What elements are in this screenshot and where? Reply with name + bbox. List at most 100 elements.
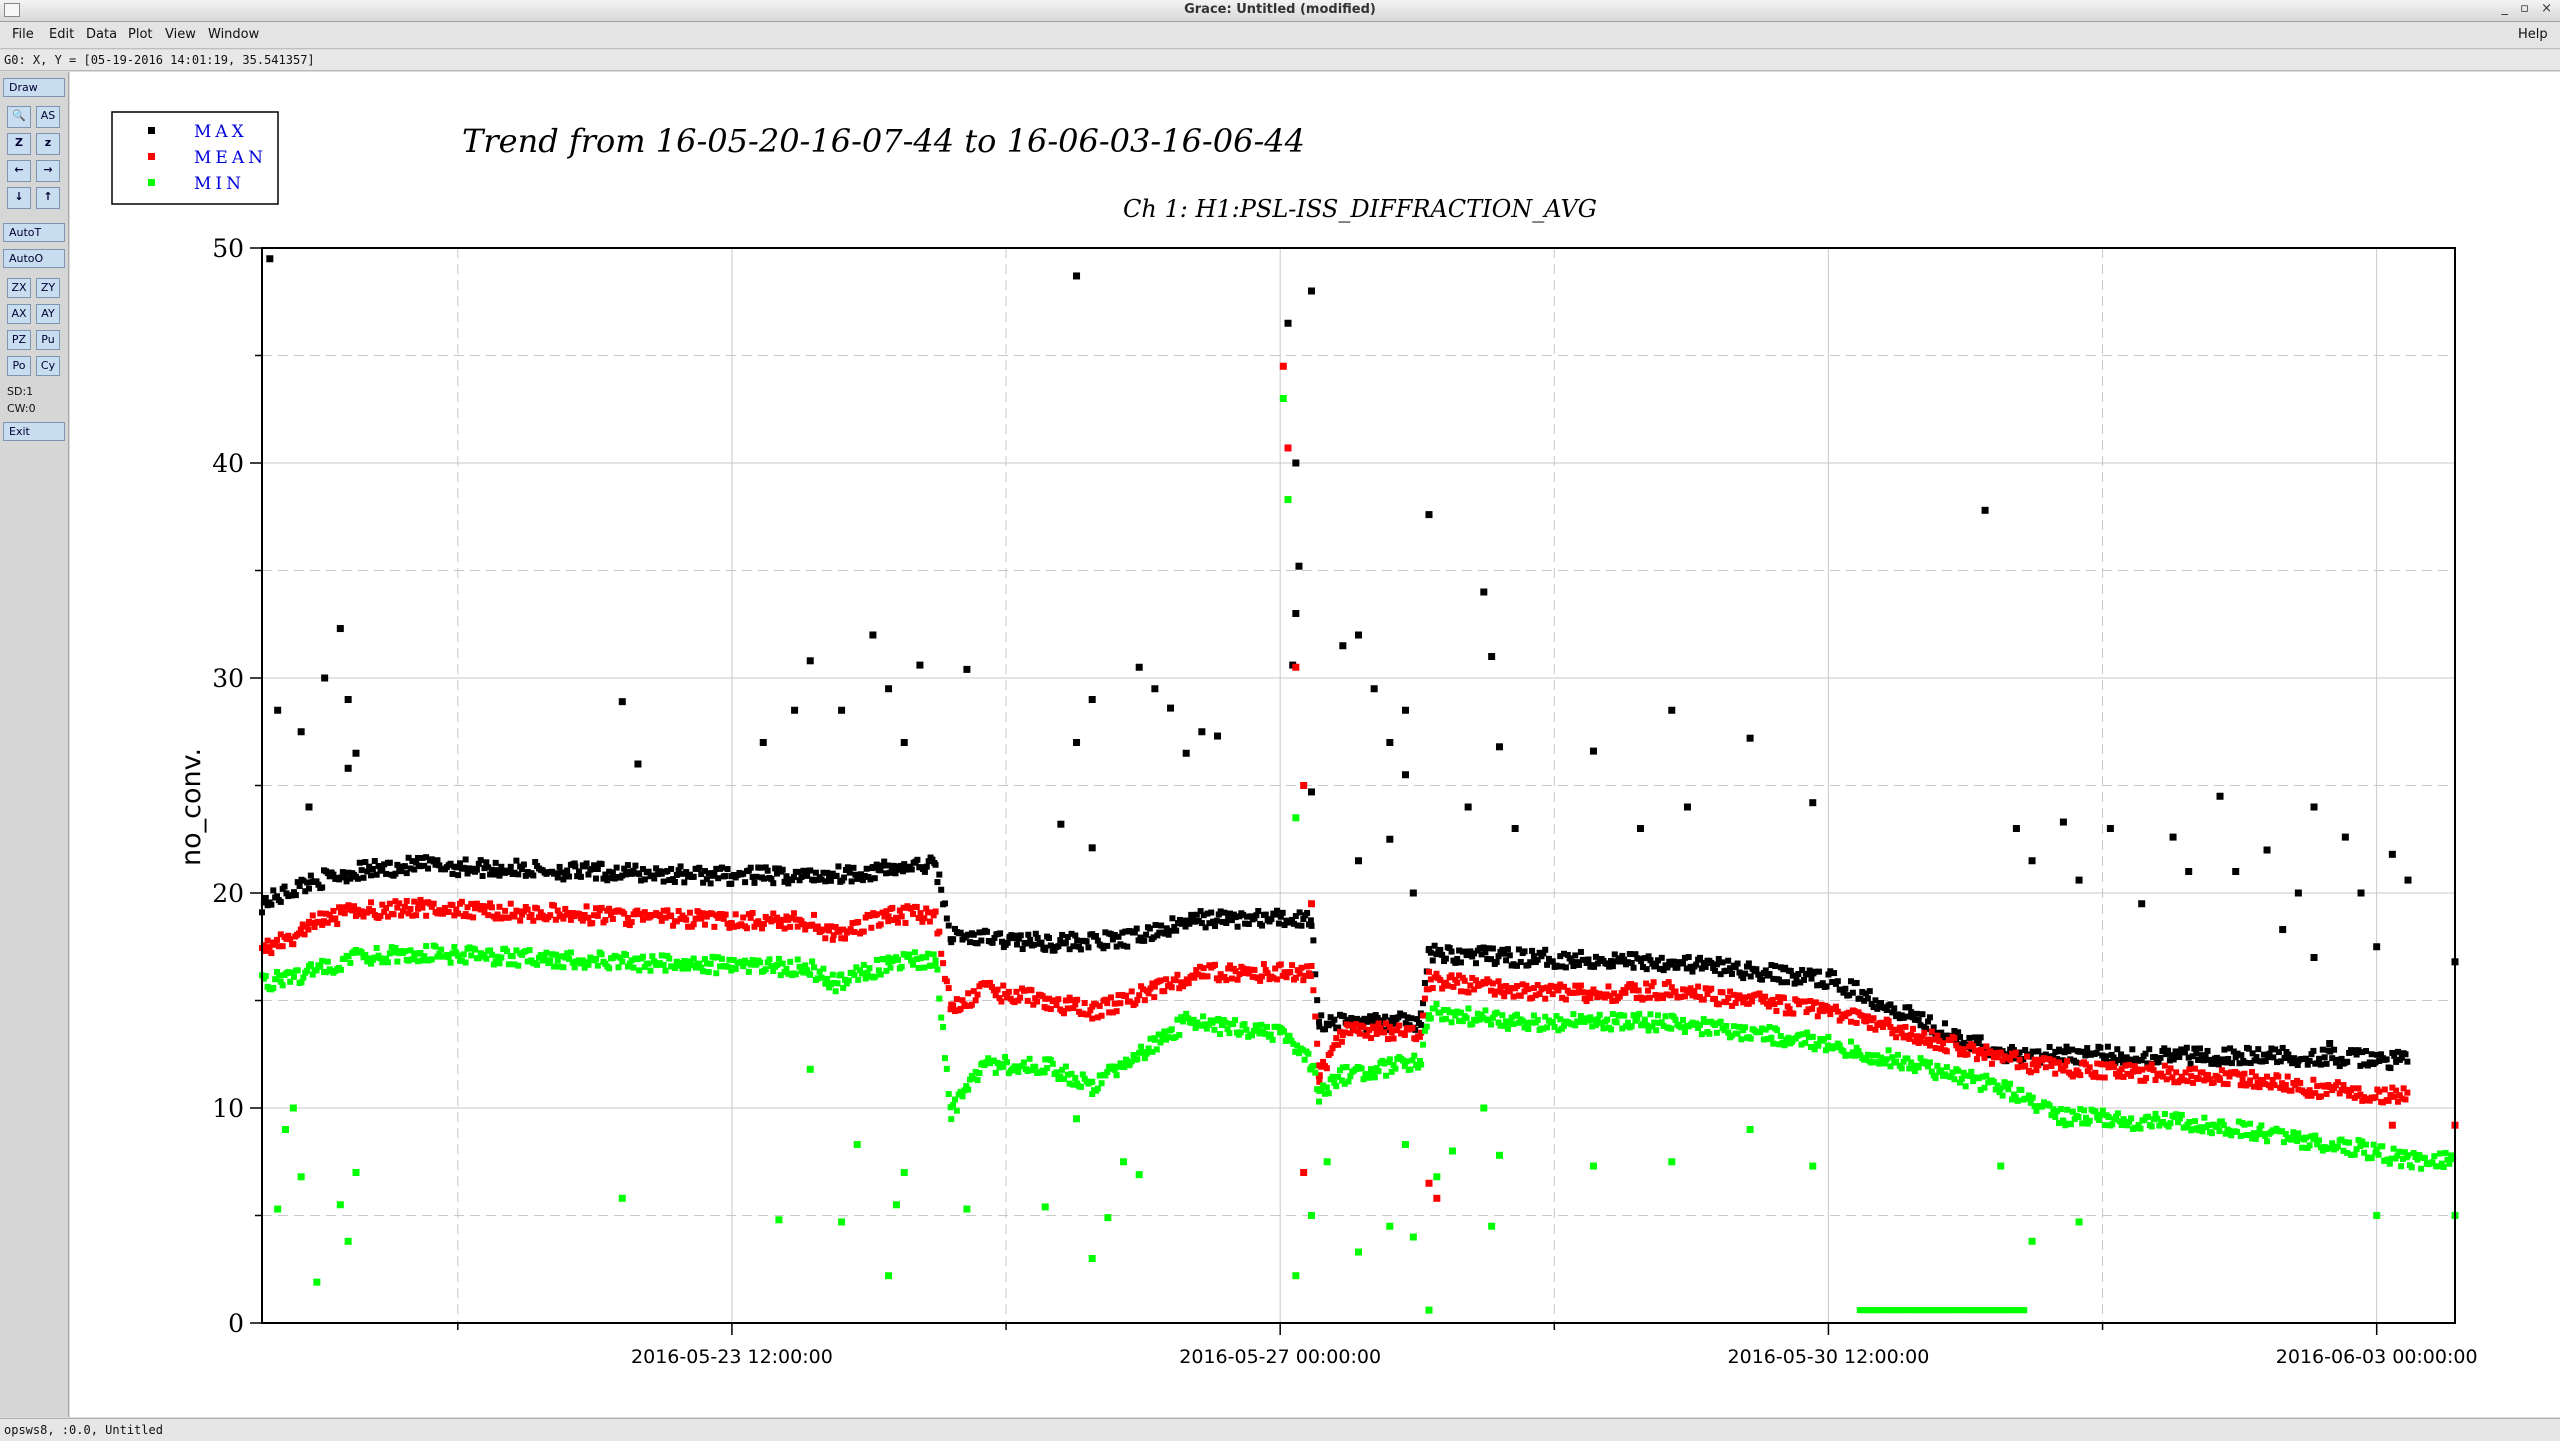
data-point xyxy=(2366,1059,2373,1066)
menu-window[interactable]: Window xyxy=(208,27,260,42)
pu-button[interactable]: Pu xyxy=(36,330,60,350)
data-point xyxy=(1821,1035,1828,1042)
data-point xyxy=(2357,1091,2364,1098)
data-point xyxy=(1373,1065,1380,1072)
data-point xyxy=(1949,1069,1956,1076)
plot-canvas[interactable]: 0 10 20 30 40 50 2016-05-23 12:00:00 2016-05-27… xyxy=(70,72,2560,1417)
data-point xyxy=(300,974,307,981)
data-point xyxy=(1454,979,1461,986)
data-point xyxy=(2334,1056,2341,1063)
data-point xyxy=(368,872,375,879)
data-point xyxy=(1771,1001,1778,1008)
data-marks xyxy=(259,255,2459,1314)
data-point xyxy=(745,968,752,975)
pz-button[interactable]: PZ xyxy=(7,330,31,350)
zoom-in-button[interactable]: Z xyxy=(7,133,31,155)
zoom-out-button[interactable]: z xyxy=(36,133,60,155)
maximize-icon[interactable]: ▫ xyxy=(2520,1,2529,16)
data-point xyxy=(307,961,314,968)
data-point xyxy=(843,980,850,987)
arrow-up-icon[interactable]: ↑ xyxy=(36,187,60,209)
data-point xyxy=(1994,1054,2001,1061)
data-point xyxy=(1746,1126,1754,1133)
zy-button[interactable]: ZY xyxy=(36,278,60,298)
data-point xyxy=(1501,950,1508,957)
autoo-button[interactable]: AutoO xyxy=(3,249,65,268)
arrow-right-icon[interactable]: → xyxy=(36,160,60,182)
data-point xyxy=(2187,1060,2194,1067)
zoom-icon[interactable]: 🔍 xyxy=(7,106,31,128)
data-point xyxy=(1051,997,1058,1004)
data-point xyxy=(447,959,454,966)
cy-button[interactable]: Cy xyxy=(36,356,60,376)
data-point xyxy=(1668,984,1675,991)
window-menu-icon[interactable] xyxy=(4,3,20,17)
data-point xyxy=(307,872,314,879)
menu-data[interactable]: Data xyxy=(86,27,118,42)
po-button[interactable]: Po xyxy=(7,356,31,376)
data-point xyxy=(1847,1038,1854,1045)
arrow-down-icon[interactable]: ↓ xyxy=(7,187,31,209)
data-point xyxy=(641,963,648,970)
data-point xyxy=(963,1002,970,1009)
data-point xyxy=(530,872,537,879)
data-point xyxy=(1077,946,1084,953)
data-point xyxy=(1064,1071,1071,1078)
data-point xyxy=(566,955,573,962)
data-point xyxy=(1834,1008,1841,1015)
data-point xyxy=(1280,1028,1287,1035)
data-point xyxy=(1480,1015,1487,1022)
menu-plot[interactable]: Plot xyxy=(128,27,153,42)
data-point xyxy=(1202,924,1209,931)
data-point xyxy=(1074,937,1081,944)
data-point xyxy=(2310,1135,2317,1142)
data-point xyxy=(2184,1078,2191,1085)
data-point xyxy=(899,868,906,875)
data-point xyxy=(1816,968,1823,975)
data-point xyxy=(2290,1129,2297,1136)
data-point xyxy=(436,907,443,914)
data-point xyxy=(560,876,567,883)
data-point xyxy=(881,956,888,963)
data-point xyxy=(1815,1042,1822,1049)
data-point xyxy=(1925,1036,1932,1043)
data-point xyxy=(1425,1179,1433,1187)
data-point xyxy=(2059,1057,2066,1064)
autoscale-icon[interactable]: AS xyxy=(36,106,60,128)
data-point xyxy=(1168,1026,1175,1033)
exit-button[interactable]: Exit xyxy=(3,422,65,441)
data-point xyxy=(1499,946,1506,953)
data-point xyxy=(1495,953,1502,960)
data-point xyxy=(366,863,373,870)
data-point xyxy=(1131,929,1138,936)
close-icon[interactable]: × xyxy=(2541,1,2552,16)
data-point xyxy=(567,949,574,956)
menu-file[interactable]: File xyxy=(12,27,34,42)
data-point xyxy=(671,878,678,885)
data-point xyxy=(991,934,998,941)
data-point xyxy=(1339,1064,1346,1071)
menu-view[interactable]: View xyxy=(165,27,196,42)
data-point xyxy=(1196,963,1203,970)
draw-button[interactable]: Draw xyxy=(3,78,65,97)
data-point xyxy=(1197,908,1204,915)
data-point xyxy=(1227,962,1234,969)
data-point xyxy=(877,921,884,928)
autot-button[interactable]: AutoT xyxy=(3,223,65,242)
ax-button[interactable]: AX xyxy=(7,304,31,324)
ay-button[interactable]: AY xyxy=(36,304,60,324)
arrow-left-icon[interactable]: ← xyxy=(7,160,31,182)
zx-button[interactable]: ZX xyxy=(7,278,31,298)
menu-edit[interactable]: Edit xyxy=(49,27,75,42)
data-point xyxy=(1286,1032,1293,1039)
data-point xyxy=(409,858,416,865)
data-point xyxy=(857,967,864,974)
data-point xyxy=(1680,986,1687,993)
data-point xyxy=(2039,1103,2046,1110)
data-point xyxy=(2020,1056,2027,1063)
data-point xyxy=(277,978,284,985)
data-point xyxy=(2007,1080,2014,1087)
data-point xyxy=(1559,994,1566,1001)
menu-help[interactable]: Help xyxy=(2518,27,2548,42)
minimize-icon[interactable]: _ xyxy=(2501,1,2509,16)
